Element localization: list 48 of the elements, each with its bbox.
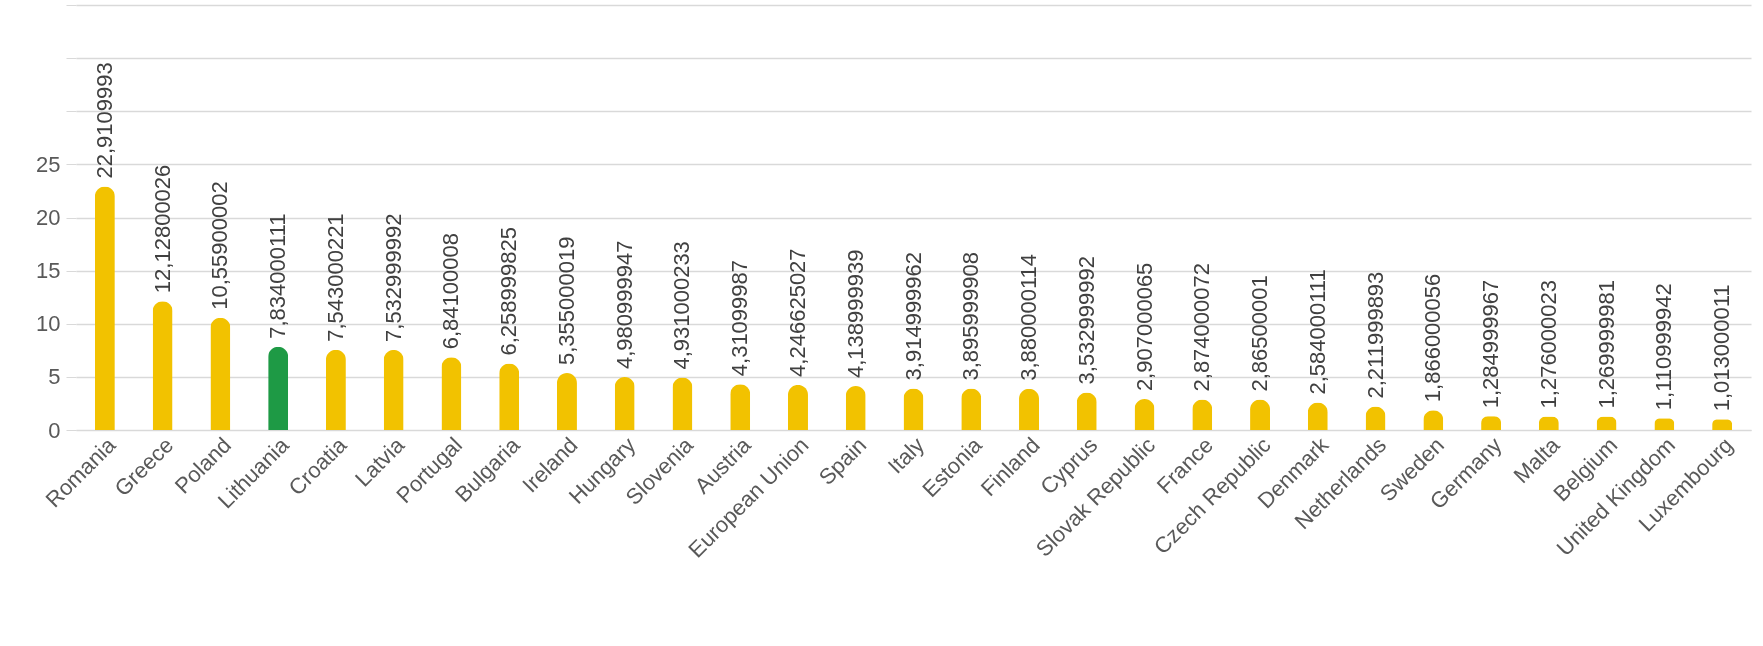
data-label: 22,9109993 xyxy=(91,62,117,179)
data-label: 1,284999967 xyxy=(1478,279,1504,409)
x-tick-label: Italy xyxy=(882,432,930,479)
data-label: 3,895999908 xyxy=(958,252,984,381)
bar xyxy=(672,377,693,430)
y-tick-label: 10 xyxy=(36,311,61,337)
bar xyxy=(325,349,346,430)
data-label: 3,532999992 xyxy=(1073,255,1099,385)
y-tick-label: 20 xyxy=(36,205,61,230)
data-label: 1,276000023 xyxy=(1535,279,1561,409)
data-label: 7,543000221 xyxy=(322,213,348,342)
data-label: 6,84100008 xyxy=(438,233,464,350)
data-label: 4,246625027 xyxy=(784,248,810,377)
data-label: 5,355000019 xyxy=(553,236,579,366)
data-label: 3,880000114 xyxy=(1016,253,1042,381)
data-label: 10,55900002 xyxy=(207,181,233,310)
data-label: 4,931000233 xyxy=(669,241,695,370)
bar xyxy=(614,377,635,430)
data-label: 7,532999992 xyxy=(380,213,406,342)
bar xyxy=(499,363,520,430)
bar xyxy=(152,301,173,430)
bar xyxy=(94,186,115,430)
y-tick-label: 15 xyxy=(36,258,61,284)
y-tick-label: 25 xyxy=(36,151,61,177)
data-label: 4,31099987 xyxy=(727,259,753,377)
data-label: 2,211999893 xyxy=(1362,271,1388,399)
bar xyxy=(441,357,462,430)
data-label: 1,013000011 xyxy=(1709,284,1735,412)
data-label: 2,86500001 xyxy=(1247,275,1273,392)
data-label: 4,980999947 xyxy=(611,240,637,370)
bar xyxy=(210,317,231,430)
data-label: 4,138999939 xyxy=(842,249,868,379)
data-label: 12,12800026 xyxy=(149,164,175,294)
data-label: 2,584000111 xyxy=(1304,269,1330,395)
data-label: 1,866000056 xyxy=(1420,273,1446,403)
y-tick-label: 0 xyxy=(48,417,61,443)
data-label: 1,110999942 xyxy=(1651,283,1677,411)
bar xyxy=(268,346,289,430)
bar xyxy=(556,373,577,430)
y-tick-label: 5 xyxy=(48,364,61,390)
bar xyxy=(787,384,808,430)
data-label: 1,269999981 xyxy=(1593,280,1619,409)
data-label: 6,258999825 xyxy=(496,227,522,356)
data-label: 3,914999962 xyxy=(900,251,926,381)
bar xyxy=(383,349,404,430)
data-label: 2,907000065 xyxy=(1131,262,1157,392)
data-label: 7,834000111 xyxy=(265,213,291,339)
data-label: 2,874000072 xyxy=(1189,262,1215,392)
